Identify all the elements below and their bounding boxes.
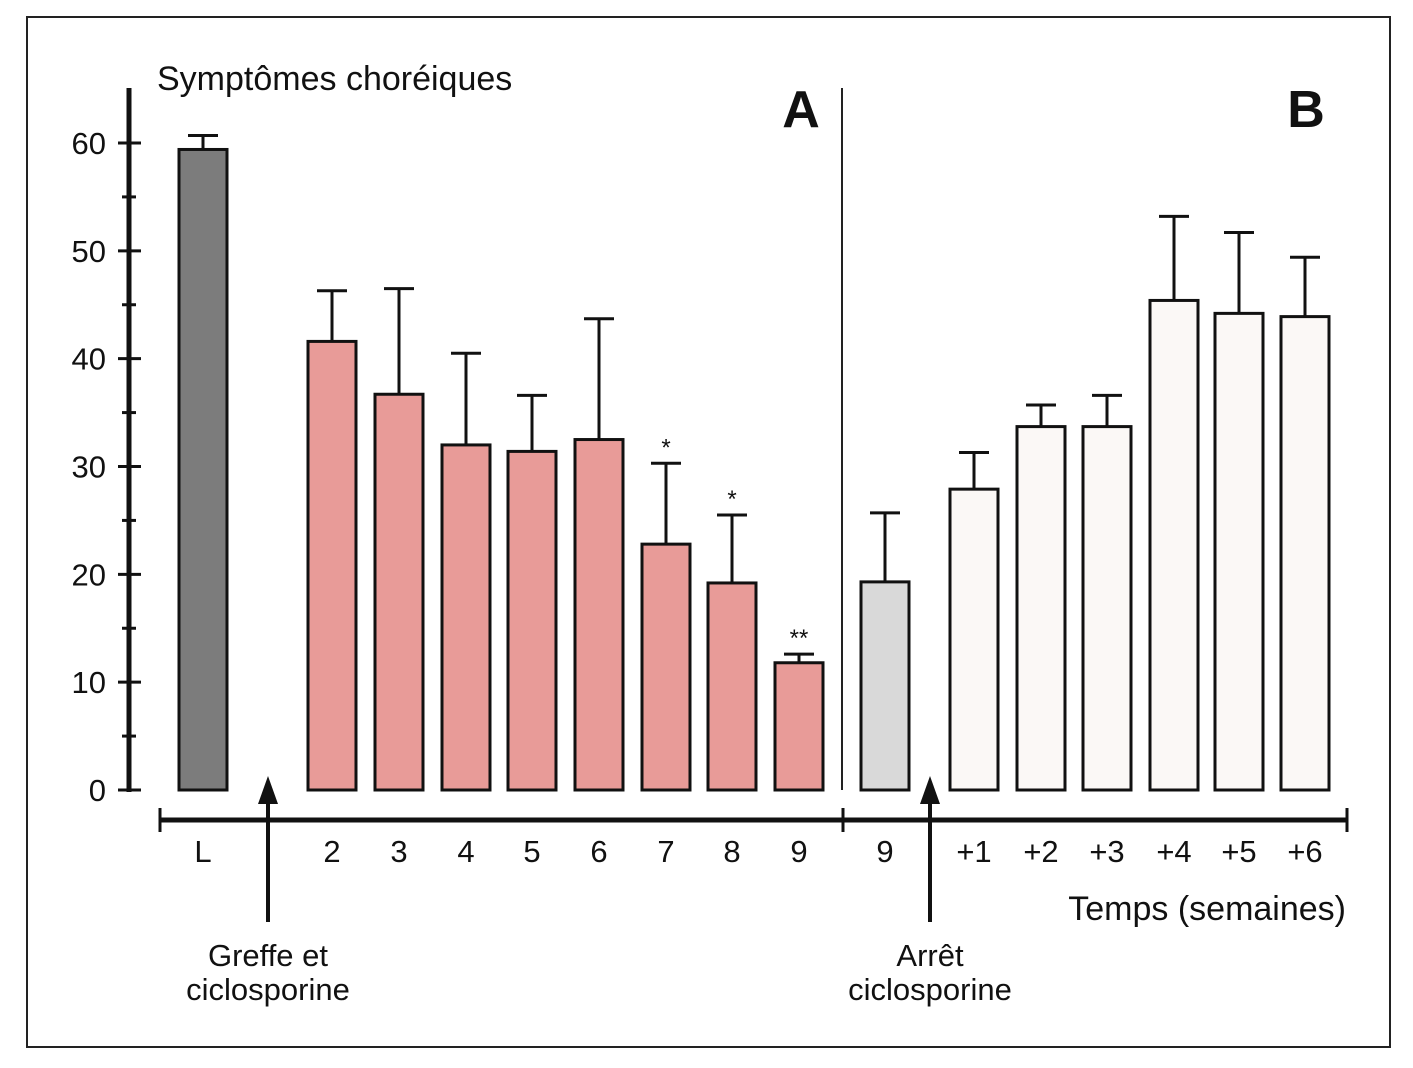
x-tick-label: L <box>194 834 211 869</box>
panel-label-b: B <box>1287 81 1325 139</box>
x-tick-label: 2 <box>323 834 340 869</box>
bar-5 <box>506 449 558 792</box>
y-tick-label: 10 <box>72 665 106 700</box>
x-tick-label: 9 <box>790 834 807 869</box>
x-tick-label: +5 <box>1221 834 1256 869</box>
x-tick-label: +1 <box>956 834 991 869</box>
bar-2 <box>306 339 358 792</box>
bar-7 <box>640 542 692 792</box>
x-tick-label: +3 <box>1089 834 1124 869</box>
bar-9 <box>773 661 825 792</box>
annotation-text: ciclosporine <box>848 972 1012 1007</box>
x-tick-label: 6 <box>590 834 607 869</box>
x-tick-label: 5 <box>523 834 540 869</box>
y-tick-label: 50 <box>72 234 106 269</box>
bar-4 <box>440 443 492 792</box>
frame-border <box>26 16 1391 1048</box>
significance-marker: ** <box>790 625 809 652</box>
x-tick-label: 4 <box>457 834 474 869</box>
bar-+6 <box>1279 315 1331 792</box>
y-tick-label: 60 <box>72 126 106 161</box>
bar-+2 <box>1015 425 1067 792</box>
bar-3 <box>373 392 425 792</box>
annotation-text: ciclosporine <box>186 972 350 1007</box>
y-tick-label: 0 <box>89 773 106 808</box>
bar-8 <box>706 581 758 792</box>
significance-marker: * <box>727 486 736 513</box>
bar-+1 <box>948 487 1000 792</box>
x-tick-label: +6 <box>1287 834 1322 869</box>
panel-label-a: A <box>782 81 820 139</box>
significance-marker: * <box>661 434 670 461</box>
y-tick-label: 20 <box>72 557 106 592</box>
bar-9 <box>859 580 911 792</box>
y-tick-label: 30 <box>72 450 106 485</box>
x-tick-label: +4 <box>1156 834 1191 869</box>
x-tick-label: +2 <box>1023 834 1058 869</box>
x-tick-label: 9 <box>876 834 893 869</box>
annotation-text: Arrêt <box>896 938 964 973</box>
bar-6 <box>573 438 625 792</box>
x-tick-label: 3 <box>390 834 407 869</box>
annotation-text: Greffe et <box>208 938 328 973</box>
bar-+4 <box>1148 298 1200 792</box>
x-tick-label: 8 <box>723 834 740 869</box>
arrow-up-icon <box>920 776 940 804</box>
bar-L <box>177 147 229 792</box>
bar-+5 <box>1213 311 1265 792</box>
arrow-up-icon <box>258 776 278 804</box>
y-tick-label: 40 <box>72 342 106 377</box>
annotation-graft: Greffe et ciclosporine <box>186 776 350 1007</box>
bar-+3 <box>1081 425 1133 792</box>
y-axis-label: Symptômes choréiques <box>157 60 512 98</box>
annotation-stop: Arrêt ciclosporine <box>848 776 1012 1007</box>
x-axis-label: Temps (semaines) <box>1068 890 1346 928</box>
x-tick-label: 7 <box>657 834 674 869</box>
